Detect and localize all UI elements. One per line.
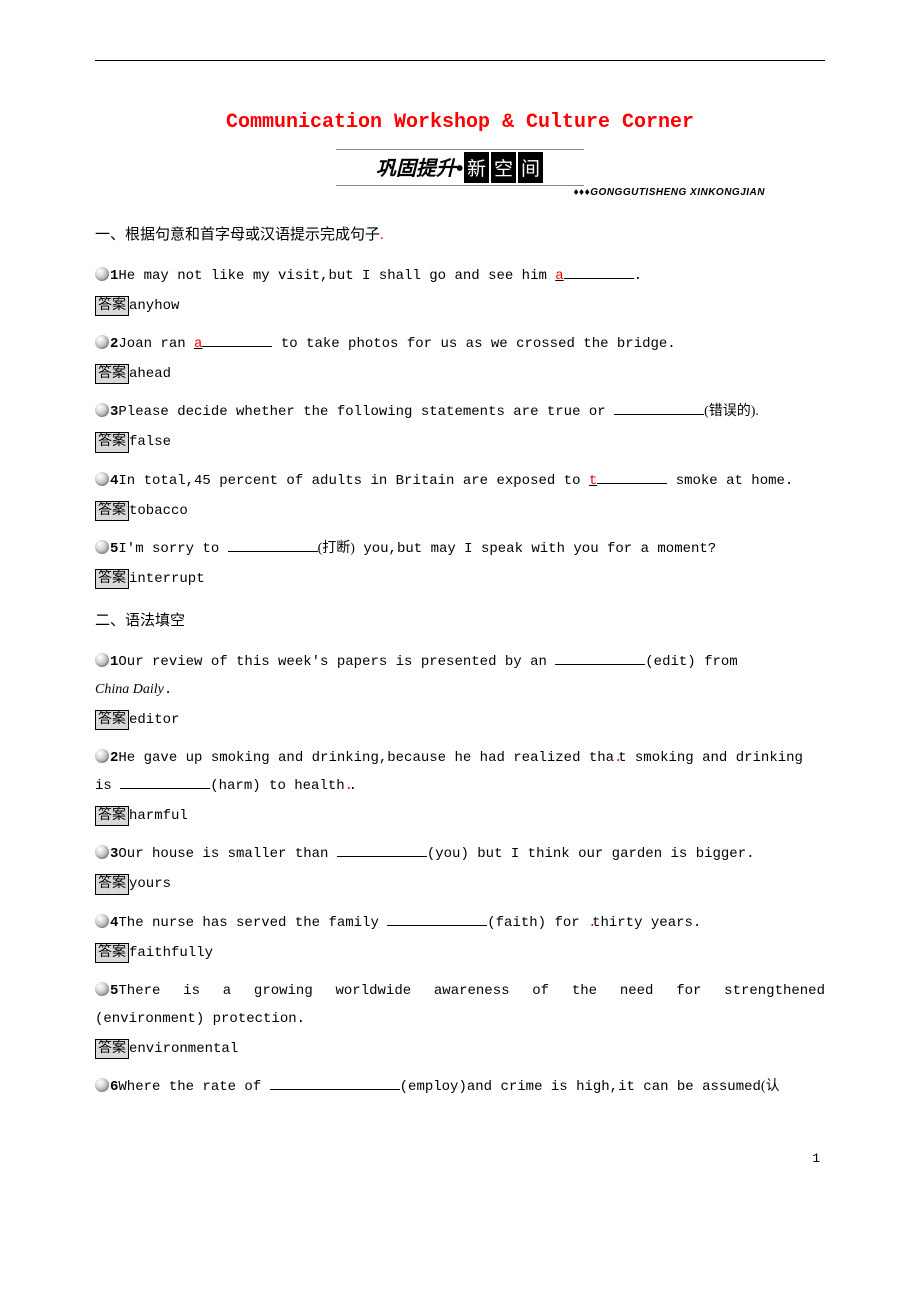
hint-letter: a — [555, 268, 563, 284]
banner-inner: 巩固提升•新空间 — [336, 149, 584, 186]
italic-source: China Daily — [95, 682, 164, 697]
blank — [614, 401, 704, 415]
blank — [228, 537, 318, 551]
s1-item-5: 5I'm sorry to (打断) you,but may I speak w… — [95, 535, 825, 563]
bullet-icon — [95, 982, 109, 996]
answer-label: 答案 — [95, 569, 129, 589]
blank — [564, 265, 634, 279]
section-1-heading: 一、根据句意和首字母或汉语提示完成句子. — [95, 223, 825, 244]
bullet-icon — [95, 1078, 109, 1092]
banner-box-2: 空 — [491, 152, 516, 183]
answer-label: 答案 — [95, 296, 129, 316]
banner: 巩固提升•新空间 ♦♦♦GONGGUTISHENG XINKONGJIAN — [95, 149, 825, 198]
banner-box-1: 新 — [464, 152, 489, 183]
bullet-icon — [95, 914, 109, 928]
page-number: 1 — [95, 1151, 825, 1166]
answer-label: 答案 — [95, 364, 129, 384]
banner-text-left: 巩固提升 — [376, 158, 456, 180]
s1-item-4: 4In total,45 percent of adults in Britai… — [95, 467, 825, 495]
answer-label: 答案 — [95, 874, 129, 894]
s1-item-1: 1He may not like my visit,but I shall go… — [95, 262, 825, 290]
answer-label: 答案 — [95, 806, 129, 826]
bullet-icon — [95, 653, 109, 667]
s2-answer-1: 答案editor — [95, 710, 825, 730]
blank — [202, 333, 272, 347]
blank — [337, 843, 427, 857]
banner-box-3: 间 — [518, 152, 543, 183]
bullet-icon — [95, 403, 109, 417]
bullet-icon — [95, 845, 109, 859]
bullet-icon — [95, 472, 109, 486]
banner-subtitle: ♦♦♦GONGGUTISHENG XINKONGJIAN — [95, 187, 825, 198]
s1-answer-5: 答案interrupt — [95, 569, 825, 589]
s1-answer-4: 答案tobacco — [95, 501, 825, 521]
s1-answer-2: 答案ahead — [95, 364, 825, 384]
answer-label: 答案 — [95, 1039, 129, 1059]
blank — [555, 651, 645, 665]
bullet-icon — [95, 335, 109, 349]
s2-answer-5: 答案environmental — [95, 1039, 825, 1059]
blank — [387, 911, 487, 925]
answer-label: 答案 — [95, 501, 129, 521]
bullet-icon — [95, 540, 109, 554]
s2-answer-3: 答案yours — [95, 874, 825, 894]
blank — [120, 775, 210, 789]
bullet-icon — [95, 749, 109, 763]
answer-label: 答案 — [95, 710, 129, 730]
s2-item-5: 5There is a growing worldwide awareness … — [95, 977, 825, 1033]
blank — [270, 1076, 400, 1090]
section-2-heading: 二、语法填空 — [95, 609, 825, 630]
s1-answer-1: 答案anyhow — [95, 296, 825, 316]
s1-answer-3: 答案false — [95, 432, 825, 452]
s2-answer-4: 答案faithfully — [95, 943, 825, 963]
answer-label: 答案 — [95, 432, 129, 452]
s2-item-4: 4The nurse has served the family (faith)… — [95, 909, 825, 937]
page-title: Communication Workshop & Culture Corner — [95, 111, 825, 134]
answer-label: 答案 — [95, 943, 129, 963]
s2-item-1: 1Our review of this week's papers is pre… — [95, 648, 825, 704]
s2-item-3: 3Our house is smaller than (you) but I t… — [95, 840, 825, 868]
hint-letter: t — [589, 473, 597, 489]
s2-item-6: 6Where the rate of (employ)and crime is … — [95, 1073, 825, 1101]
s2-answer-2: 答案harmful — [95, 806, 825, 826]
hint-letter: a — [194, 336, 202, 352]
s1-item-2: 2Joan ran a to take photos for us as we … — [95, 330, 825, 358]
s2-item-2: 2He gave up smoking and drinking,because… — [95, 744, 825, 800]
s1-item-3: 3Please decide whether the following sta… — [95, 398, 825, 426]
banner-dot: • — [456, 158, 463, 180]
document-page: Communication Workshop & Culture Corner … — [0, 0, 920, 1206]
bullet-icon — [95, 267, 109, 281]
blank — [597, 469, 667, 483]
top-horizontal-rule — [95, 60, 825, 61]
